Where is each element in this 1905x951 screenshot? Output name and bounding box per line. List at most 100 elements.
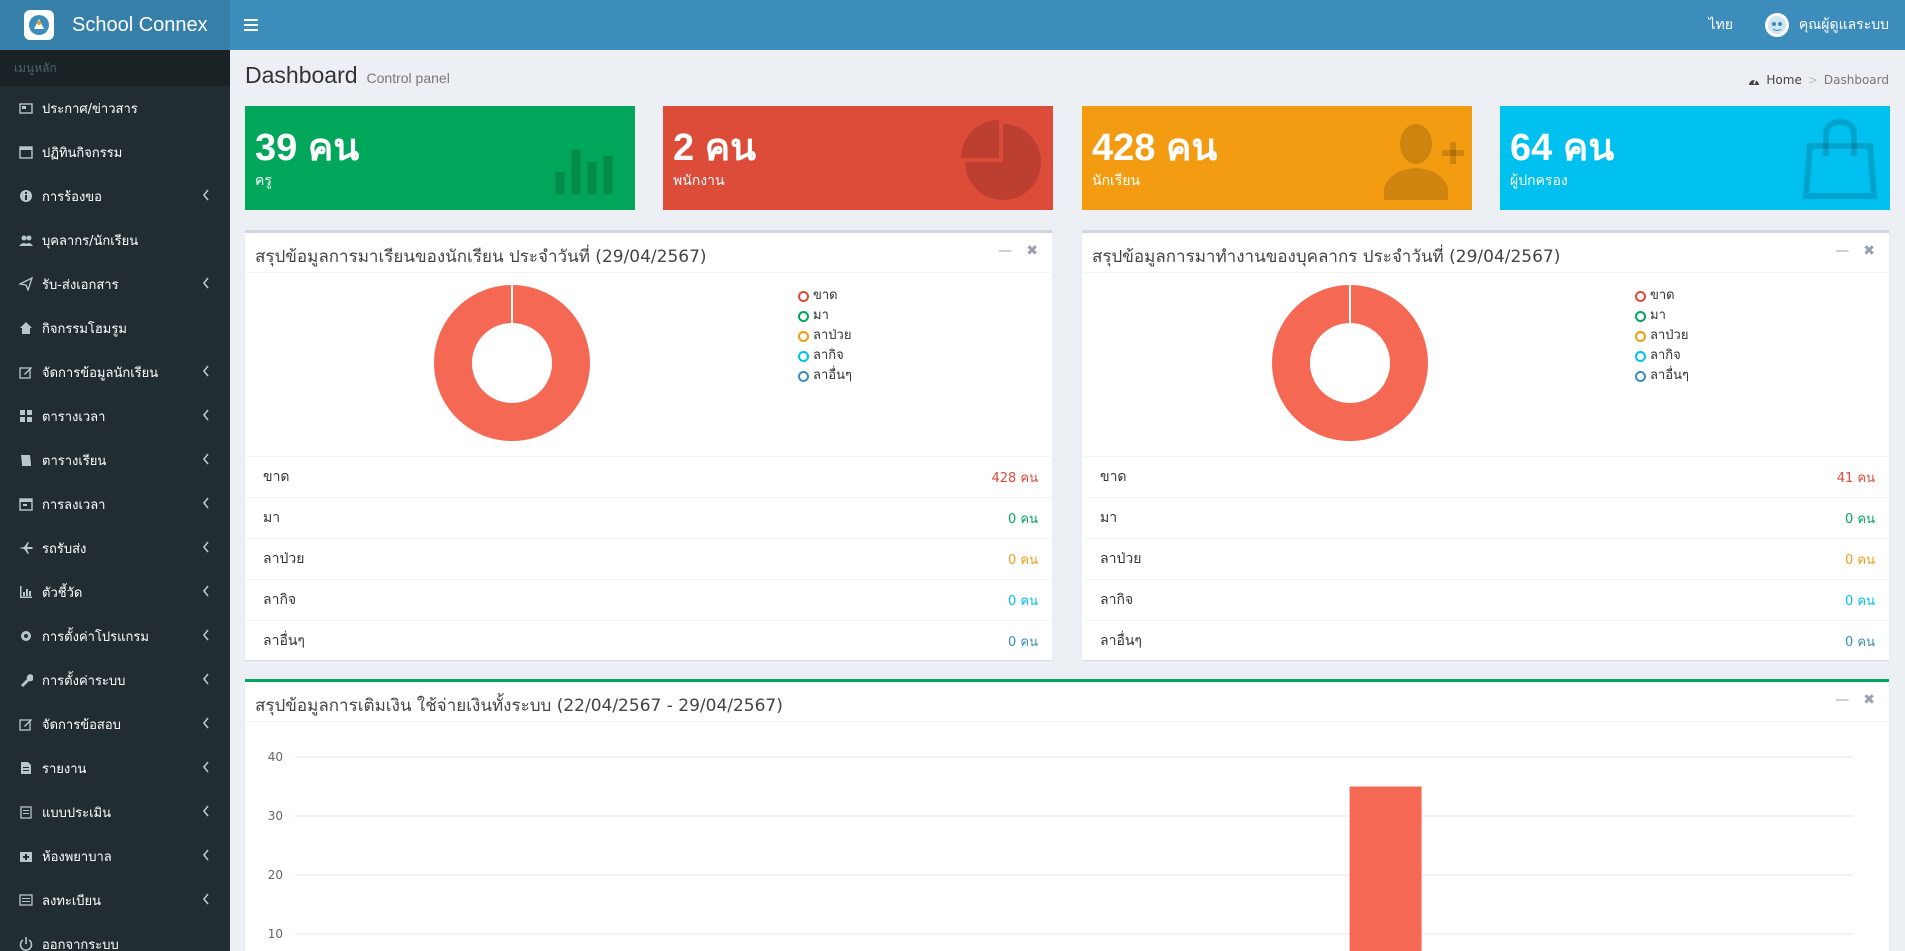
- chevron-left-icon: [202, 893, 212, 907]
- row-label: ขาด: [263, 469, 290, 485]
- attendance-row: ขาด 428 คน: [245, 456, 1052, 497]
- language-switch[interactable]: ไทย: [1708, 17, 1733, 33]
- sidebar-item-label: รายงาน: [42, 761, 87, 777]
- legend-item: ลาอื่นๆ: [1635, 366, 1689, 386]
- sidebar-item[interactable]: ห้องพยาบาล: [0, 834, 230, 878]
- sidebar-item-label: รถรับส่ง: [42, 541, 87, 557]
- sidebar-item[interactable]: การลงเวลา: [0, 482, 230, 526]
- circle-icon: [1635, 310, 1646, 322]
- minimize-icon[interactable]: —: [998, 243, 1013, 259]
- teacher-count-box[interactable]: 39 คน ครู: [245, 106, 635, 210]
- chevron-left-icon: [202, 189, 212, 203]
- row-label: ลาป่วย: [263, 551, 305, 567]
- sidebar-item[interactable]: รถรับส่ง: [0, 526, 230, 570]
- stat-label: ครู: [255, 173, 272, 189]
- sidebar-item[interactable]: กิจกรรมโฮมรูม: [0, 306, 230, 350]
- bar-chart-icon: [18, 585, 34, 599]
- circle-icon: [1635, 370, 1646, 382]
- close-icon[interactable]: ✖: [1863, 692, 1875, 708]
- sidebar-item-label: การตั้งค่าโปรแกรม: [42, 629, 149, 645]
- wrench-icon: [18, 673, 34, 687]
- top-navbar: School Connex ไทย คุณผู้ดูแลระบบ: [0, 0, 1905, 50]
- sidebar-item[interactable]: จัดการข้อมูลนักเรียน: [0, 350, 230, 394]
- chevron-left-icon: [202, 673, 212, 687]
- attendance-row: ขาด 41 คน: [1082, 456, 1889, 497]
- sidebar-item[interactable]: การตั้งค่าโปรแกรม: [0, 614, 230, 658]
- stat-label: นักเรียน: [1092, 173, 1141, 189]
- minimize-icon[interactable]: —: [1835, 243, 1850, 259]
- brand-logo-link[interactable]: School Connex: [0, 0, 230, 50]
- chevron-left-icon: [202, 497, 212, 511]
- bar[interactable]: [1349, 786, 1422, 951]
- sidebar-item[interactable]: บุคลากร/นักเรียน: [0, 218, 230, 262]
- sidebar-item[interactable]: ตารางเรียน: [0, 438, 230, 482]
- sidebar-item[interactable]: รายงาน: [0, 746, 230, 790]
- legend-item: ลากิจ: [798, 346, 852, 366]
- student-count-box[interactable]: 428 คน นักเรียน: [1082, 106, 1472, 210]
- row-label: มา: [263, 510, 281, 526]
- sidebar-item[interactable]: ตารางเวลา: [0, 394, 230, 438]
- book-icon: [18, 453, 34, 467]
- sidebar-item-label: จัดการข้อสอบ: [42, 717, 121, 733]
- attendance-row: ลาอื่นๆ 0 คน: [1082, 620, 1889, 661]
- chevron-left-icon: [202, 541, 212, 555]
- circle-icon: [798, 370, 809, 382]
- circle-icon: [798, 310, 809, 322]
- chevron-left-icon: [202, 629, 212, 643]
- attendance-row: ลากิจ 0 คน: [245, 579, 1052, 620]
- row-label: ลาป่วย: [1100, 551, 1142, 567]
- sidebar-item[interactable]: การร้องขอ: [0, 174, 230, 218]
- chevron-left-icon: [202, 849, 212, 863]
- box-title: สรุปข้อมูลการเติมเงิน ใช้จ่ายเงินทั้งระบ…: [255, 696, 783, 716]
- topup-bar-chart: 10 20 30 40: [268, 750, 1853, 951]
- sidebar-item[interactable]: ออกจากระบบ: [0, 922, 230, 951]
- sidebar-item[interactable]: จัดการข้อสอบ: [0, 702, 230, 746]
- sidebar-header: เมนูหลัก: [0, 50, 230, 86]
- row-label: มา: [1100, 510, 1118, 526]
- close-icon[interactable]: ✖: [1863, 243, 1875, 259]
- stat-value: 2 คน: [673, 127, 757, 169]
- breadcrumb: Home > Dashboard: [1748, 73, 1889, 87]
- user-menu[interactable]: คุณผู้ดูแลระบบ: [1764, 13, 1889, 37]
- sidebar-item[interactable]: ปฏิทินกิจกรรม: [0, 130, 230, 174]
- stat-label: ผู้ปกครอง: [1510, 173, 1568, 189]
- sidebar-item[interactable]: ตัวชี้วัด: [0, 570, 230, 614]
- donut-slice[interactable]: [433, 285, 590, 441]
- sidebar-item[interactable]: ประกาศ/ข่าวสาร: [0, 86, 230, 130]
- sidebar-item[interactable]: ลงทะเบียน: [0, 878, 230, 922]
- calendar-check-icon: [18, 497, 34, 511]
- parent-count-box[interactable]: 64 คน ผู้ปกครอง: [1500, 106, 1890, 210]
- legend-item: มา: [1635, 306, 1689, 326]
- row-label: ลาอื่นๆ: [263, 633, 305, 649]
- power-icon: [18, 937, 34, 951]
- sidebar-item-label: รับ-ส่งเอกสาร: [42, 277, 119, 293]
- sidebar-item[interactable]: การตั้งค่าระบบ: [0, 658, 230, 702]
- legend-label: มา: [813, 308, 829, 323]
- donut-slice[interactable]: [1271, 285, 1428, 441]
- sidebar-item[interactable]: แบบประเมิน: [0, 790, 230, 834]
- chevron-left-icon: [202, 585, 212, 599]
- paper-plane-icon: [18, 277, 34, 291]
- attendance-row: มา 0 คน: [1082, 497, 1889, 538]
- minimize-icon[interactable]: —: [1835, 692, 1850, 708]
- chart-legend: ขาด มา ลาป่วย ลากิจ ลาอื่นๆ: [1635, 286, 1689, 386]
- chevron-left-icon: [202, 805, 212, 819]
- circle-icon: [798, 290, 809, 302]
- sidebar-item-label: ลงทะเบียน: [42, 893, 102, 909]
- sidebar-item-label: การร้องขอ: [42, 189, 102, 205]
- student-donut-chart: [433, 285, 590, 441]
- breadcrumb-home[interactable]: Home: [1766, 73, 1802, 87]
- close-icon[interactable]: ✖: [1026, 243, 1038, 259]
- topup-summary-box: สรุปข้อมูลการเติมเงิน ใช้จ่ายเงินทั้งระบ…: [245, 679, 1889, 951]
- chevron-left-icon: [202, 761, 212, 775]
- staff-count-box[interactable]: 2 คน พนักงาน: [663, 106, 1053, 210]
- shopping-bag-icon: [1802, 118, 1878, 199]
- sidebar-toggle-icon[interactable]: [244, 16, 258, 34]
- box-title: สรุปข้อมูลการมาเรียนของนักเรียน ประจำวัน…: [255, 247, 707, 267]
- list-icon: [18, 893, 34, 907]
- sidebar-item-label: การตั้งค่าระบบ: [42, 673, 126, 689]
- row-value: 0 คน: [1008, 552, 1038, 568]
- row-value: 0 คน: [1845, 593, 1875, 609]
- sidebar-item[interactable]: รับ-ส่งเอกสาร: [0, 262, 230, 306]
- clipboard-icon: [18, 805, 34, 819]
